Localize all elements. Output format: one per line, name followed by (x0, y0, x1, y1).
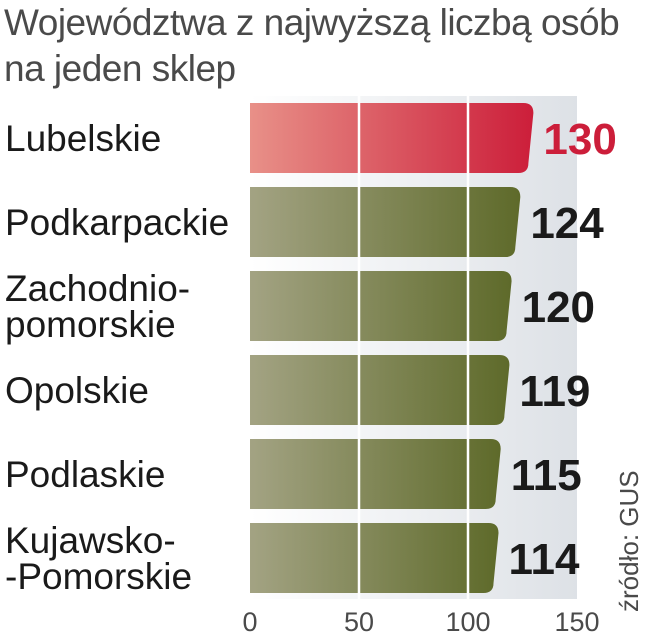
chart-title-line-2: na jeden sklep (4, 48, 236, 89)
bar-5 (250, 523, 499, 593)
category-label-5-line-0: Kujawsko- (5, 520, 176, 561)
category-label-5-line-1: -Pomorskie (5, 556, 192, 597)
value-label-5: 114 (509, 535, 581, 584)
bar-2 (250, 271, 512, 341)
value-label-3: 119 (519, 367, 590, 416)
bar-3 (250, 355, 510, 425)
category-label-2-line-1: pomorskie (5, 304, 176, 345)
chart-title: Województwa z najwyższą liczbą osób na j… (4, 0, 654, 92)
category-label-0: Lubelskie (5, 118, 161, 159)
category-label-3: Opolskie (5, 370, 149, 411)
value-label-4: 115 (511, 451, 582, 500)
x-tick-label-3: 150 (554, 607, 599, 637)
bar-4 (250, 439, 501, 509)
value-label-2: 120 (522, 283, 595, 332)
value-label-1: 124 (530, 199, 604, 248)
x-tick-label-2: 100 (445, 607, 490, 637)
chart-title-line-1: Województwa z najwyższą liczbą osób (4, 2, 620, 43)
category-label-2-line-0: Zachodnio- (5, 268, 190, 309)
bar-1 (250, 187, 521, 257)
x-tick-label-1: 50 (344, 607, 374, 637)
bar-0 (250, 103, 534, 173)
plot-background (250, 96, 577, 599)
x-tick-label-0: 0 (242, 607, 257, 637)
category-label-1: Podkarpackie (5, 202, 229, 243)
source-note: źródło: GUS (614, 470, 644, 612)
category-label-4: Podlaskie (5, 454, 165, 495)
value-label-0: 130 (543, 115, 616, 164)
